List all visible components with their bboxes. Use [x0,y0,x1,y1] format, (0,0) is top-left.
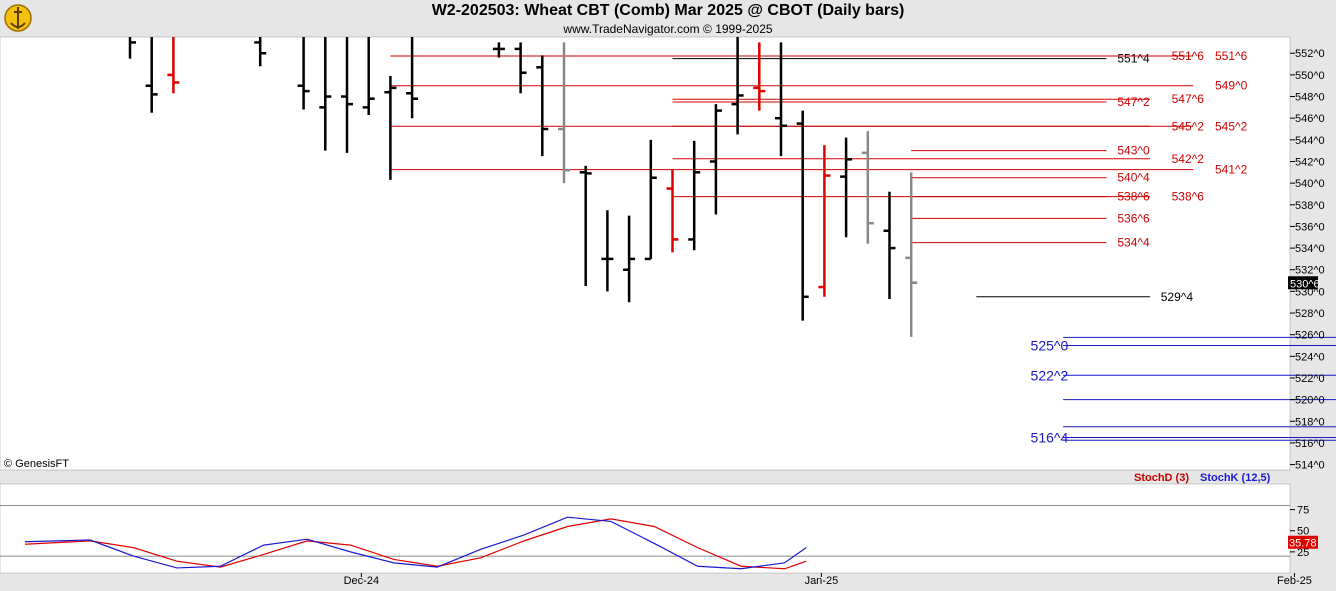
stoch-last-label: 35.78 [1289,538,1317,550]
level-label: 538^6 [1172,190,1205,204]
stoch-last-box [1288,535,1318,549]
y-tick-label: 532^0 [1295,265,1325,277]
price-bar [775,42,787,157]
y-tick-label: 520^0 [1295,395,1325,407]
price-bar [341,37,353,153]
level-label: 542^2 [1172,152,1205,166]
price-bar [362,37,375,115]
chart-subtitle: www.TradeNavigator.com © 1999-2025 [563,22,773,36]
price-bar [731,37,744,135]
price-bar [709,104,722,215]
price-bar [905,172,918,337]
y-tick-label: 538^0 [1295,200,1325,212]
y-tick-label: 516^0 [1295,438,1325,450]
chart-title: W2-202503: Wheat CBT (Comb) Mar 2025 @ C… [431,2,905,19]
price-bar [753,42,766,111]
level-lines: 551^6 551^4 551^6 549^0 547^2 547^6 545^2 545^2… [390,49,1336,446]
price-bar [128,37,136,59]
y-tick-label: 514^0 [1295,460,1325,472]
level-label: 545^2 [1172,119,1205,133]
level-label: 525^0 [1031,338,1069,354]
y-tick-label: 548^0 [1295,92,1325,104]
price-bar [384,75,397,180]
copyright-label: © GenesisFT [4,458,69,470]
price-bar [145,37,158,113]
price-bar [818,145,831,297]
y-tick-label: 552^0 [1295,48,1325,60]
price-bar [492,42,505,58]
level-label: 543^0 [1117,144,1150,158]
legend-stoch-d: StochD (3) [1134,472,1189,484]
y-tick-label: 536^0 [1295,221,1325,233]
price-bar [579,165,592,286]
y-tick-label: 546^0 [1295,113,1325,125]
price-bar [666,169,679,253]
level-label: 536^6 [1117,211,1150,225]
tradenavigator-logo-icon [3,2,33,34]
date-axis: Dec-24 Jan-25 Feb-25 [344,573,1312,587]
level-label: 551^4 [1117,52,1150,66]
level-label: 551^6 [1172,49,1205,63]
price-bar [623,215,636,303]
stoch-panel [0,483,1291,574]
level-label: 549^0 [1215,79,1248,93]
level-label: 545^2 [1215,119,1248,133]
level-label: 534^4 [1117,236,1150,250]
y-tick-label: 518^0 [1295,416,1325,428]
level-label: 516^4 [1031,430,1069,446]
price-bar [644,139,657,261]
price-bar [536,55,549,157]
price-bar [167,37,180,94]
x-tick-label: Feb-25 [1277,575,1312,587]
x-tick-label: Dec-24 [344,575,379,587]
y-tick-label: 524^0 [1295,351,1325,363]
y-tick-label: 544^0 [1295,135,1325,147]
stoch-series-line [24,516,807,570]
price-bar [514,42,527,94]
level-label: 541^2 [1215,163,1248,177]
y-tick-label: 550^0 [1295,70,1325,82]
y-tick-label: 522^0 [1295,373,1325,385]
price-bar [883,191,896,299]
stoch-series-line [24,518,807,570]
y-tick-label: 534^0 [1295,243,1325,255]
price-bar [688,140,701,251]
price-bar [861,131,874,244]
price-bar [558,42,570,184]
level-label: 551^6 [1215,49,1248,63]
price-bar [840,137,853,238]
last-price-label: 530^6 [1290,278,1320,290]
price-bar [796,110,809,321]
last-price-box [1288,276,1318,290]
level-label: 522^2 [1031,367,1069,383]
stoch-y-tick-label: 25 [1297,547,1309,559]
y-tick-label: 526^0 [1295,330,1325,342]
price-bars [128,37,918,337]
x-tick-label: Jan-25 [805,575,839,587]
price-bar [601,210,614,292]
level-label: 547^2 [1117,95,1150,109]
price-panel [0,36,1291,471]
level-label: 529^4 [1161,290,1194,304]
y-tick-label: 530^0 [1295,286,1325,298]
y-tick-label: 528^0 [1295,308,1325,320]
price-bar [319,37,332,151]
stoch-y-tick-label: 75 [1297,505,1309,517]
level-label: 547^6 [1172,92,1205,106]
price-bar [297,37,310,110]
y-tick-label: 542^0 [1295,156,1325,168]
price-bar [254,37,267,67]
level-label: 540^4 [1117,171,1150,185]
legend-stoch-k: StochK (12,5) [1200,472,1271,484]
stoch-y-tick-label: 50 [1297,526,1309,538]
price-bar [406,37,419,119]
y-tick-label: 540^0 [1295,178,1325,190]
price-axis: 552^0 550^0 548^0 546^0 544^0 542^0 540^0 538^0… [1288,48,1325,472]
